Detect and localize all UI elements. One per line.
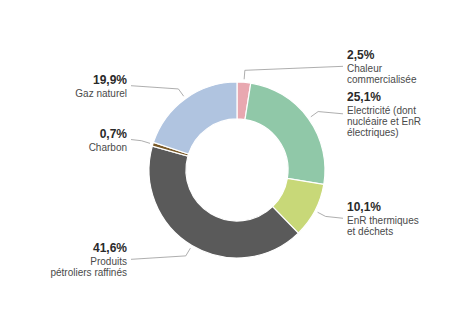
- value-label: 0,7%: [100, 127, 128, 141]
- value-label: 19,9%: [93, 73, 127, 87]
- leader-line: [244, 66, 343, 79]
- category-label-line: Chaleur: [347, 63, 383, 74]
- slice: [245, 83, 325, 184]
- category-label-line: Charbon: [89, 142, 127, 153]
- category-label-line: et déchets: [347, 226, 393, 237]
- value-label: 2,5%: [347, 48, 375, 62]
- chart-container: 2,5%Chaleurcommercialisée 25,1%Electricit…: [0, 0, 474, 334]
- category-label: EnR thermiqueset déchets: [347, 215, 419, 237]
- category-label-line: EnR thermiques: [347, 215, 419, 226]
- leader-line: [131, 86, 184, 97]
- value-label: 10,1%: [347, 200, 381, 214]
- category-label: Produitspétroliers raffinés: [50, 256, 127, 278]
- slice: [153, 82, 237, 154]
- value-label: 25,1%: [347, 90, 381, 104]
- slices: [149, 82, 325, 258]
- category-label-line: Electricité (dont: [347, 105, 416, 116]
- labels: 2,5%Chaleurcommercialisée 25,1%Electricit…: [50, 48, 420, 278]
- category-label: Charbon: [89, 142, 127, 153]
- category-label-line: commercialisée: [347, 74, 417, 85]
- value-label: 41,6%: [93, 241, 127, 255]
- leader-line: [311, 112, 343, 117]
- slice: [149, 146, 298, 258]
- category-label-line: Gaz naturel: [75, 88, 127, 99]
- category-label: Gaz naturel: [75, 88, 127, 99]
- category-label-line: électriques): [347, 127, 399, 138]
- leader-line: [131, 248, 190, 259]
- category-label: Electricité (dontnucléaire et EnRélectri…: [347, 105, 421, 138]
- leader-line: [131, 140, 150, 144]
- category-label-line: Produits: [90, 256, 127, 267]
- category-label-line: nucléaire et EnR: [347, 116, 421, 127]
- category-label: Chaleurcommercialisée: [347, 63, 417, 85]
- leader-line: [318, 212, 343, 218]
- chart-svg: 2,5%Chaleurcommercialisée 25,1%Electricit…: [0, 0, 474, 334]
- category-label-line: pétroliers raffinés: [50, 267, 127, 278]
